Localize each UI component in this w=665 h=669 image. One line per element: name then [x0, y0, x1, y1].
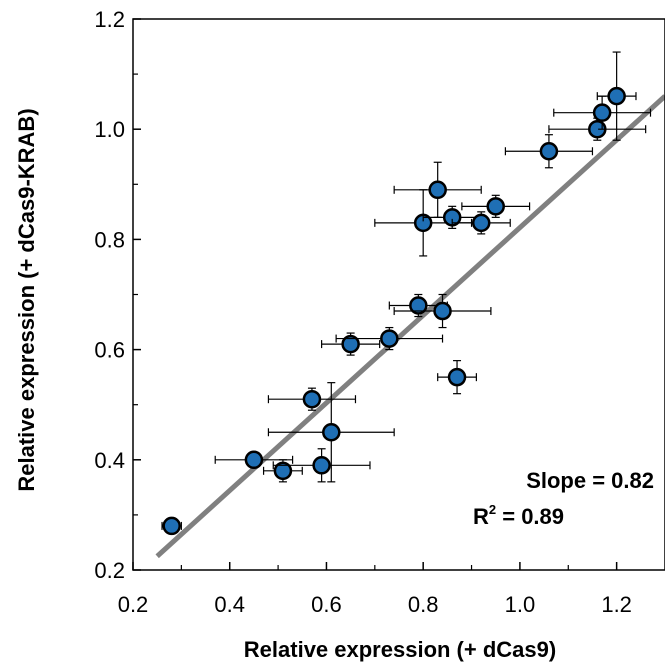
data-point [272, 448, 371, 483]
data-point [596, 51, 637, 141]
fit-line-layer [155, 94, 665, 559]
data-point [335, 326, 444, 351]
point-marker [273, 461, 293, 481]
point-marker [592, 103, 612, 122]
data-point [262, 459, 303, 483]
data-point [161, 516, 182, 536]
data-point [393, 293, 492, 329]
point-marker [341, 334, 360, 354]
point-marker [433, 301, 452, 321]
point-marker [539, 141, 559, 161]
point-marker [447, 367, 467, 387]
point-marker [607, 86, 626, 106]
data-point [548, 117, 647, 141]
x-tick-label: 1.2 [601, 592, 632, 617]
point-marker [380, 329, 399, 348]
point-marker [486, 197, 505, 216]
x-tick-label: 0.4 [214, 592, 245, 617]
point-marker [162, 516, 181, 536]
y-tick-label: 0.8 [94, 227, 125, 252]
x-tick-label: 0.2 [118, 592, 149, 617]
data-point [267, 387, 357, 411]
data-point [553, 95, 652, 130]
y-tick-label: 1.2 [94, 7, 125, 32]
fit-line [155, 94, 665, 559]
point-marker [471, 213, 491, 233]
x-tick-label: 0.6 [311, 592, 342, 617]
y-tick-label: 1.0 [94, 117, 125, 142]
data-point [388, 293, 448, 318]
ticks-layer: 0.2 0.4 0.6 0.8 1.0 1.2 0.2 0.4 0.6 0.8 1.0 1.2 [94, 7, 632, 617]
r2-annotation: R2 = 0.89 [473, 502, 564, 529]
slope-annotation: Slope = 0.82 [526, 468, 654, 493]
data-point [451, 211, 511, 235]
points-layer [161, 51, 652, 536]
data-point [214, 450, 294, 470]
y-tick-label: 0.2 [94, 558, 125, 583]
data-point [504, 134, 594, 169]
point-marker [244, 450, 264, 470]
point-marker [409, 296, 428, 315]
x-axis-title: Relative expression (+ dCas9) [244, 637, 556, 662]
r2-prefix: R [473, 504, 489, 529]
y-tick-label: 0.4 [94, 448, 125, 473]
x-tick-label: 0.8 [408, 592, 439, 617]
data-point [393, 161, 482, 218]
y-axis-title: Relative expression (+ dCas9-KRAB) [14, 108, 39, 491]
point-marker [428, 180, 447, 200]
r2-superscript: 2 [489, 502, 496, 517]
point-marker [302, 389, 322, 409]
point-marker [322, 423, 341, 442]
y-tick-label: 0.6 [94, 338, 125, 363]
data-point [461, 194, 531, 218]
point-marker [312, 456, 331, 475]
data-point [437, 360, 477, 395]
r2-value: = 0.89 [496, 504, 564, 529]
data-point [321, 332, 381, 356]
x-tick-label: 1.0 [505, 592, 536, 617]
